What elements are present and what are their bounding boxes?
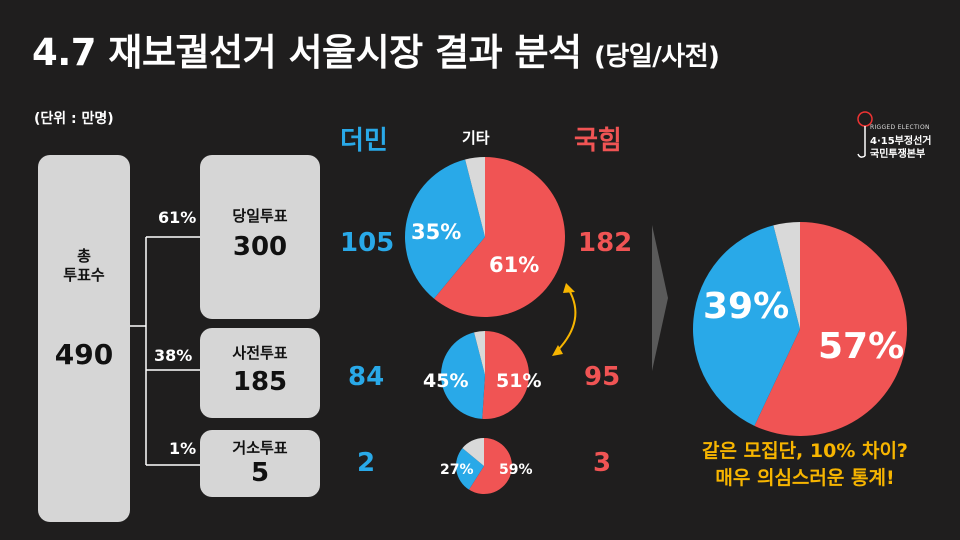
total-label-line1: 총 bbox=[77, 247, 91, 265]
pie-early-ppp-slice bbox=[482, 331, 530, 420]
pie-summary-ppp-slice bbox=[754, 222, 907, 436]
ppp-absentee: 3 bbox=[593, 448, 612, 478]
conclusion-text: 같은 모집단, 10% 차이? 매우 의심스러운 통계! bbox=[665, 438, 945, 492]
dem-early: 84 bbox=[348, 362, 385, 392]
conclusion-line2: 매우 의심스러운 통계! bbox=[715, 467, 895, 489]
conclusion-line1: 같은 모집단, 10% 차이? bbox=[702, 440, 908, 462]
pie-absentee-dem-label: 27% bbox=[440, 462, 474, 478]
compare-arrow-head-bottom bbox=[552, 345, 563, 356]
pie-early-dem-slice bbox=[441, 332, 485, 419]
pie-absentee-ppp-slice bbox=[468, 438, 513, 494]
pie-summary-other-slice bbox=[773, 222, 800, 329]
pie-election-day bbox=[405, 157, 565, 317]
absentee-vote-value: 5 bbox=[250, 458, 270, 488]
pie-early bbox=[441, 331, 530, 420]
pie-absentee-dem-slice bbox=[456, 448, 484, 490]
election-day-label: 당일투표 bbox=[232, 207, 288, 225]
pie-election-day-dem-slice bbox=[405, 159, 485, 299]
total-votes-box: 총 투표수 490 bbox=[38, 155, 130, 522]
election-day-box: 당일투표 300 bbox=[200, 155, 320, 319]
share-early: 38% bbox=[154, 346, 193, 365]
total-label-line2: 투표수 bbox=[63, 266, 105, 284]
share-absentee: 1% bbox=[169, 439, 197, 458]
header-dem: 더민 bbox=[340, 126, 388, 156]
title-sub: (당일/사전) bbox=[593, 42, 720, 72]
pie-absentee-other-slice bbox=[462, 438, 484, 466]
ppp-early: 95 bbox=[584, 362, 621, 392]
pie-election-day-other-slice bbox=[465, 157, 485, 237]
early-vote-value: 185 bbox=[232, 367, 288, 397]
absentee-vote-box: 거소투표 5 bbox=[200, 430, 320, 497]
header-ppp: 국힘 bbox=[574, 126, 622, 156]
pie-early-dem-label: 45% bbox=[423, 370, 468, 392]
absentee-vote-label: 거소투표 bbox=[232, 439, 288, 457]
pie-election-day-ppp-slice bbox=[434, 157, 565, 317]
transition-chevron bbox=[652, 225, 668, 371]
page-title: 4.7 재보궐선거 서울시장 결과 분석 (당일/사전) bbox=[32, 22, 720, 76]
pie-absentee bbox=[456, 438, 513, 494]
logo-line2: 4·15부정선거 bbox=[870, 136, 932, 147]
organization-logo: RIGGED ELECTION 4·15부정선거 국민투쟁본부 bbox=[848, 104, 936, 164]
dem-election-day: 105 bbox=[340, 228, 395, 258]
election-day-value: 300 bbox=[232, 232, 288, 262]
pie-election-day-dem-label: 35% bbox=[411, 220, 461, 244]
pie-absentee-ppp-label: 59% bbox=[499, 462, 533, 478]
pie-summary-ppp-label: 57% bbox=[818, 326, 904, 367]
ppp-election-day: 182 bbox=[578, 228, 633, 258]
logo-line1: RIGGED ELECTION bbox=[870, 124, 930, 131]
pie-early-ppp-label: 51% bbox=[496, 370, 541, 392]
pie-summary-dem-label: 39% bbox=[703, 286, 789, 327]
total-value: 490 bbox=[54, 338, 114, 371]
share-election-day: 61% bbox=[158, 208, 197, 227]
logo-line3: 국민투쟁본부 bbox=[870, 149, 926, 160]
title-main: 4.7 재보궐선거 서울시장 결과 분석 bbox=[32, 31, 582, 74]
unit-label: (단위 : 만명) bbox=[34, 111, 114, 127]
compare-arrow-head-top bbox=[563, 283, 575, 293]
logo-emblem-icon bbox=[857, 111, 873, 158]
early-vote-label: 사전투표 bbox=[232, 344, 288, 362]
early-vote-box: 사전투표 185 bbox=[200, 328, 320, 418]
dem-absentee: 2 bbox=[357, 448, 376, 478]
header-other: 기타 bbox=[462, 129, 490, 147]
pie-early-other-slice bbox=[474, 331, 485, 375]
pie-summary bbox=[692, 222, 907, 436]
pie-summary-dem-slice bbox=[692, 225, 800, 426]
compare-arrow bbox=[557, 289, 577, 351]
pie-election-day-ppp-label: 61% bbox=[489, 253, 539, 277]
total-label: 총 투표수 bbox=[38, 247, 130, 285]
